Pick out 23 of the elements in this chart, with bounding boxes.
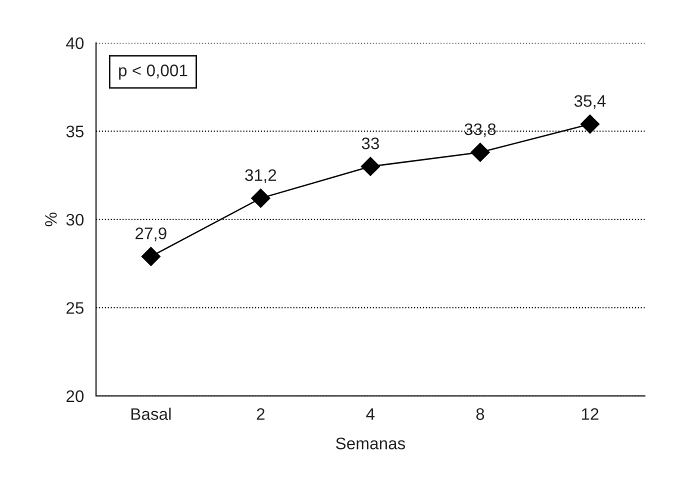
annotation: p < 0,001 bbox=[119, 64, 188, 80]
point bbox=[360, 156, 380, 176]
y-tick-label: 20 bbox=[66, 390, 84, 402]
point bbox=[580, 114, 600, 134]
y-tick-label: 30 bbox=[66, 214, 84, 226]
data-label: 27,9 bbox=[136, 228, 166, 242]
y-tick-label: 25 bbox=[66, 302, 84, 314]
point bbox=[251, 188, 270, 208]
data-label: 35,4 bbox=[574, 95, 606, 109]
x-tick-label: Basal bbox=[131, 408, 171, 420]
x-tick-label: 8 bbox=[476, 408, 484, 420]
data-label: 31,2 bbox=[245, 169, 276, 184]
x-tick-label: 2 bbox=[256, 408, 264, 420]
y-tick-label: 35 bbox=[66, 126, 84, 138]
x-axis-title: Semanas bbox=[336, 438, 406, 450]
y-axis-title: % bbox=[45, 212, 57, 226]
y-tick-label: 40 bbox=[66, 37, 84, 50]
point bbox=[470, 142, 490, 162]
data-label: 33,8 bbox=[464, 123, 496, 138]
point bbox=[141, 246, 160, 266]
data-label: 33 bbox=[362, 137, 379, 150]
x-tick-label: 4 bbox=[366, 408, 375, 420]
x-tick-label: 12 bbox=[582, 408, 598, 420]
